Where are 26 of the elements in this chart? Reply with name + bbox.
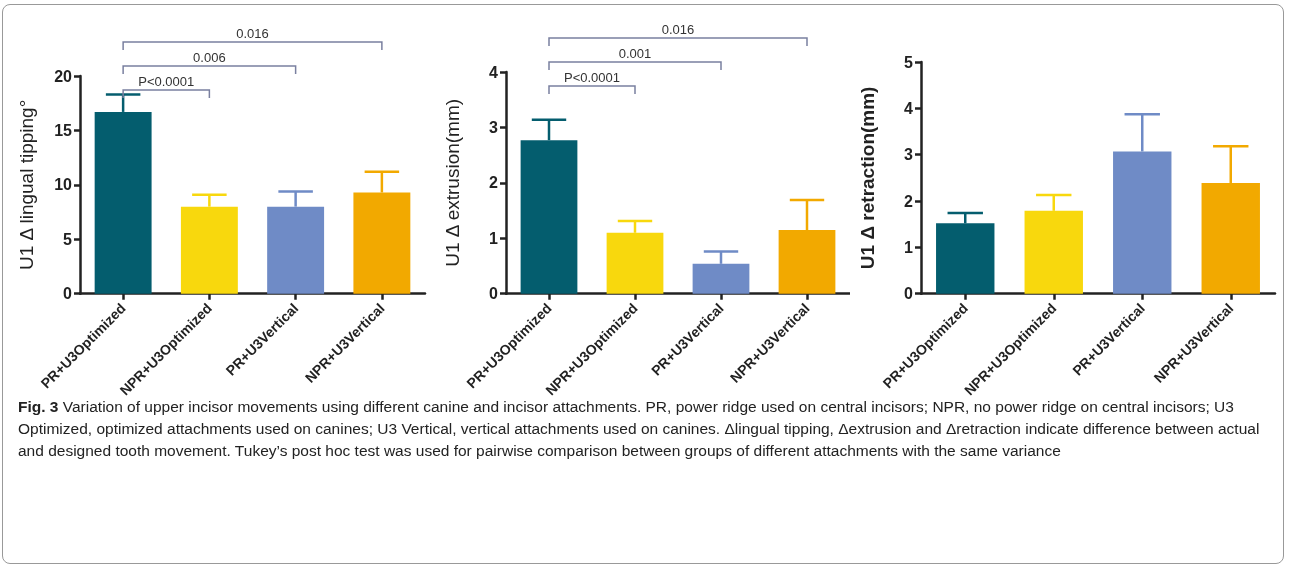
y-tick-label: 15	[54, 121, 73, 139]
caption: Fig. 3 Variation of upper incisor movements using different canine and incisor attachments. PR, power ridge used on central incisors; NPR, no power ridge on central incisors; U3 Optimized, optimized attachments used on canines; U3 Vertical, vertical attachments used on canines. Δlingual tipping, Δextrusion and Δretraction indicate difference between actual and designed tooth movement. Tukey’s post hoc test was used for pairwise comparison between groups of different attachments with the same variance	[18, 397, 1261, 461]
y-tick-label: 1	[489, 229, 499, 247]
y-tick-label: 3	[489, 118, 499, 136]
text: 0.016	[661, 22, 695, 37]
y-tick-label: 2	[904, 192, 914, 210]
y-tick-label: 5	[904, 53, 914, 71]
y-tick-label: 3	[904, 146, 914, 164]
y-tick-label: 4	[904, 99, 914, 117]
y-tick-label: 10	[54, 176, 73, 194]
text: 0.001	[618, 46, 652, 61]
y-tick-label: 5	[63, 230, 73, 248]
annotation: P<0.0001	[138, 74, 195, 89]
y-tick-label: 0	[904, 285, 914, 303]
y-axis-title: U1 Δ retraction(mm)	[857, 86, 878, 270]
y-tick-label: 1	[904, 238, 914, 256]
y-tick-label: 0	[63, 285, 73, 303]
y-tick-label: 2	[489, 174, 499, 192]
text: 0.006	[193, 50, 226, 65]
y-tick-label: 20	[54, 67, 73, 85]
text: 0.016	[236, 26, 269, 41]
y-axis-title: U1 Δ extrusion(mm)	[442, 98, 463, 267]
y-tick-label: 4	[489, 63, 499, 81]
annotation: P<0.0001	[563, 70, 621, 85]
y-axis-title: U1 Δ lingual tipping°	[16, 99, 37, 271]
y-tick-label: 0	[489, 285, 499, 303]
